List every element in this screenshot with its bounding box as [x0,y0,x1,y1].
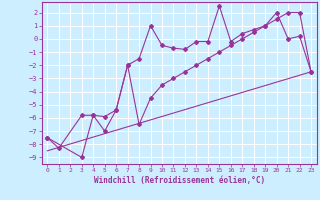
X-axis label: Windchill (Refroidissement éolien,°C): Windchill (Refroidissement éolien,°C) [94,176,265,185]
